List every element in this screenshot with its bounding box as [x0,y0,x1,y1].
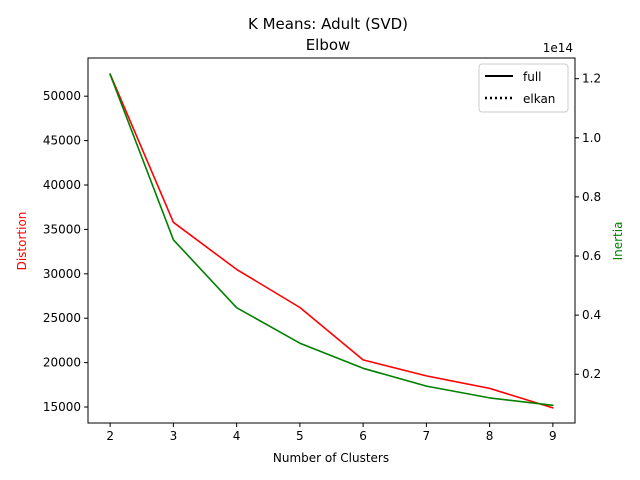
right-tick-label: 0.8 [582,190,601,204]
x-tick-label: 9 [549,429,557,443]
left-axis-ticks: 15000 20000 25000 30000 35000 40000 45000 50000 [43,89,88,414]
legend-elkan-label: elkan [523,92,555,106]
chart-subtitle: Elbow [306,36,351,54]
left-tick-label: 15000 [43,400,81,414]
legend-full-label: full [523,70,542,84]
left-tick-label: 30000 [43,267,81,281]
distortion-series-line [109,73,554,409]
left-tick-label: 45000 [43,134,81,148]
plot-frame [87,57,576,424]
left-axis-label: Distortion [15,212,29,271]
x-axis-label: Number of Clusters [273,451,389,465]
x-tick-label: 4 [233,429,241,443]
left-tick-label: 35000 [43,222,81,236]
x-tick-label: 7 [423,429,431,443]
x-axis-ticks: 2 3 4 5 6 7 8 9 [106,423,557,443]
x-tick-label: 6 [359,429,367,443]
x-tick-label: 3 [170,429,178,443]
right-tick-label: 0.4 [582,308,601,322]
right-tick-label: 1.0 [582,131,601,145]
left-tick-label: 20000 [43,356,81,370]
right-axis-offset: 1e14 [543,41,573,55]
left-tick-label: 40000 [43,178,81,192]
right-tick-label: 0.6 [582,249,601,263]
right-axis-ticks: 0.2 0.4 0.6 0.8 1.0 1.2 [575,72,601,381]
x-tick-label: 5 [296,429,304,443]
series-layer [109,73,554,409]
x-tick-label: 2 [106,429,114,443]
right-axis-label: Inertia [611,222,625,261]
legend: full elkan [478,63,569,113]
x-tick-label: 8 [486,429,494,443]
inertia-series-line [109,73,554,407]
left-tick-label: 25000 [43,311,81,325]
chart-title: K Means: Adult (SVD) [248,15,408,33]
right-tick-label: 1.2 [582,72,601,86]
right-tick-label: 0.2 [582,367,601,381]
left-tick-label: 50000 [43,89,81,103]
